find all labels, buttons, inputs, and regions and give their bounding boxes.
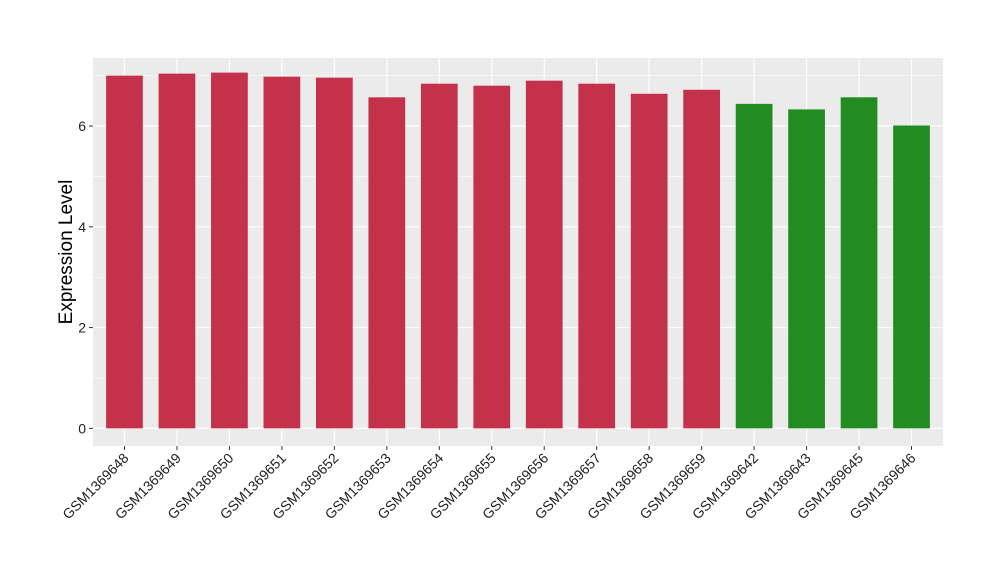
bar <box>315 77 353 429</box>
bar <box>788 109 825 429</box>
y-tick-label: 6 <box>78 118 86 134</box>
bar <box>578 83 616 429</box>
bar <box>683 89 721 429</box>
y-tick-label: 0 <box>78 420 86 436</box>
bar <box>735 103 773 429</box>
y-tick-label: 2 <box>78 320 86 336</box>
bar <box>106 75 143 429</box>
bar <box>525 80 563 429</box>
bars <box>106 72 930 429</box>
y-axis: 0 2 4 6 <box>78 118 93 436</box>
bar <box>420 83 458 429</box>
y-axis-title: Expression Level <box>56 180 77 325</box>
bar <box>840 97 878 429</box>
bar <box>263 76 301 429</box>
bar <box>630 93 668 429</box>
bar <box>158 73 196 429</box>
bar <box>473 85 511 429</box>
bar <box>211 72 248 429</box>
y-tick-label: 4 <box>78 219 86 235</box>
bar <box>368 97 406 429</box>
bar <box>893 125 930 429</box>
x-axis: GSM1369648GSM1369649GSM1369650GSM1369651… <box>59 446 919 522</box>
